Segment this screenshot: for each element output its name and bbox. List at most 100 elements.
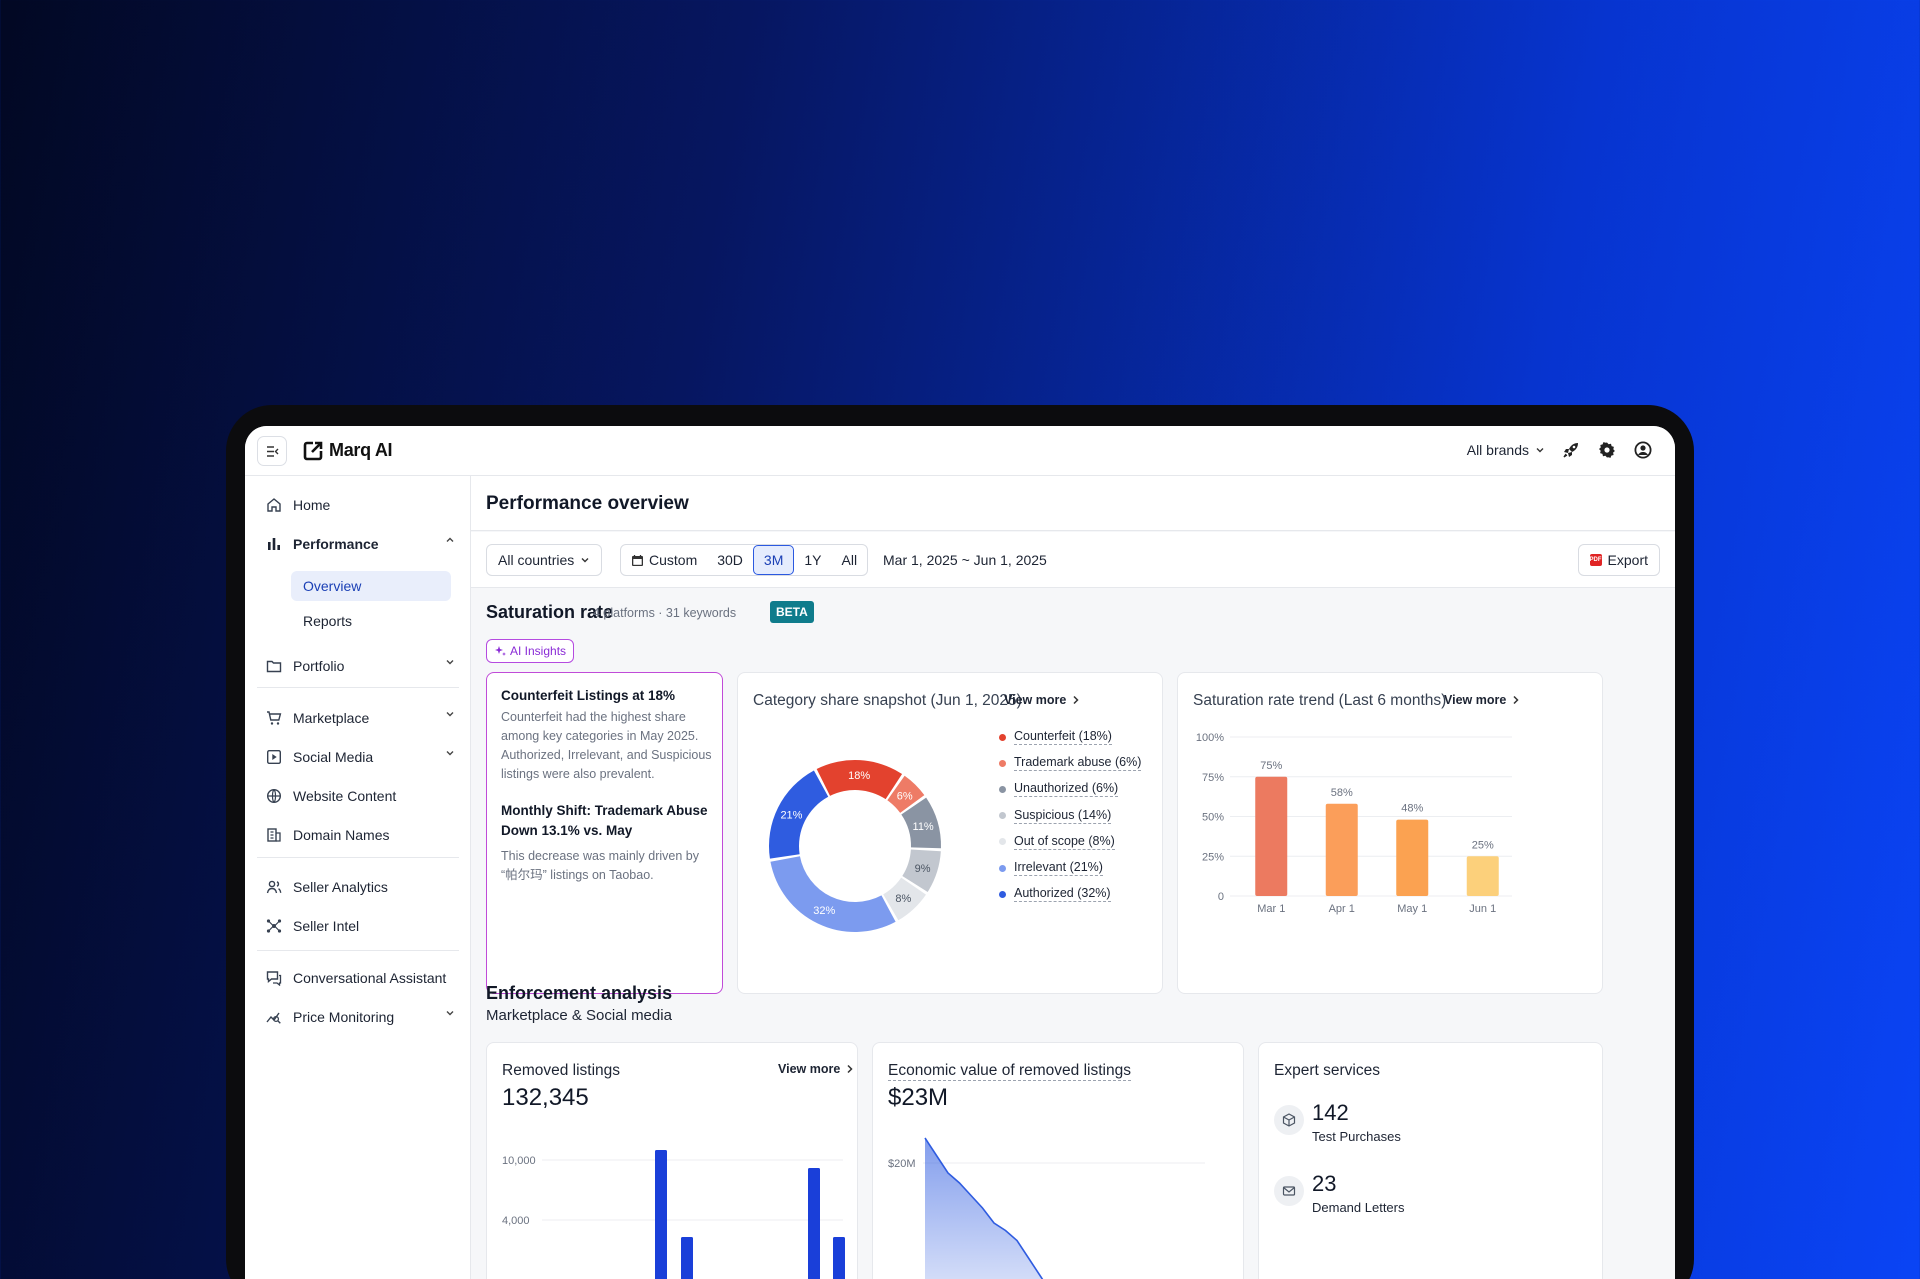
sidebar-item-domain-names[interactable]: Domain Names (265, 823, 455, 847)
saturation-title: Saturation rate (486, 602, 614, 622)
view-more-link[interactable]: View more (778, 1062, 854, 1076)
mail-icon-badge (1274, 1176, 1304, 1206)
date-range-text: Mar 1, 2025 ~ Jun 1, 2025 (883, 552, 1047, 568)
legend-item[interactable]: Irrelevant (21%) (999, 860, 1103, 876)
bar[interactable] (833, 1237, 845, 1279)
donut-slice-label: 32% (813, 905, 835, 917)
calendar-icon (632, 554, 643, 566)
bar[interactable] (681, 1237, 693, 1279)
sidebar-item-website-content[interactable]: Website Content (265, 784, 455, 808)
beta-badge: BETA (770, 601, 814, 623)
economic-value-card: Economic value of removed listings $23M … (872, 1042, 1244, 1279)
app-logo[interactable]: Marq AI (303, 440, 393, 461)
legend-item[interactable]: Counterfeit (18%) (999, 729, 1112, 745)
sidebar: Home Performance Overview Reports Portfo… (245, 476, 471, 1279)
chevron-right-icon (847, 1064, 853, 1074)
test-purchases-value: 142 (1312, 1100, 1349, 1125)
legend-dot-icon (999, 759, 1006, 767)
account-button[interactable] (1633, 440, 1653, 460)
bar[interactable] (655, 1150, 667, 1279)
range-30d-button[interactable]: 30D (707, 545, 753, 575)
export-button[interactable]: PDF Export (1577, 544, 1660, 576)
range-label: 30D (717, 552, 743, 568)
bar[interactable] (1255, 776, 1288, 896)
sidebar-item-seller-analytics[interactable]: Seller Analytics (265, 875, 455, 899)
donut-slice-label: 8% (895, 893, 911, 905)
donut-slice-label: 6% (897, 790, 913, 802)
settings-button[interactable] (1597, 440, 1617, 460)
home-icon (267, 498, 281, 512)
donut-slice[interactable] (816, 760, 903, 800)
legend-dot-icon (999, 890, 1006, 898)
donut-slice-label: 18% (848, 770, 870, 782)
y-tick-label: 75% (1202, 772, 1224, 784)
donut-slice[interactable] (901, 797, 941, 849)
donut-slice[interactable] (770, 856, 896, 932)
sidebar-item-reports[interactable]: Reports (291, 606, 451, 636)
sidebar-item-label: Portfolio (293, 658, 345, 674)
x-tick-label: Mar 1 (1257, 903, 1285, 915)
sidebar-item-home[interactable]: Home (265, 493, 455, 517)
bar[interactable] (1396, 819, 1429, 896)
range-3m-button[interactable]: 3M (752, 545, 795, 575)
view-more-label: View more (1004, 693, 1067, 707)
card-title: Category share snapshot (Jun 1, 2025) (753, 692, 1022, 709)
app-screen: Marq AI All brands Home Performanc (245, 426, 1675, 1279)
ai-insights-badge[interactable]: AI Insights (486, 639, 575, 663)
legend-item[interactable]: Trademark abuse (6%) (999, 755, 1142, 772)
sparkle-icon (495, 646, 506, 656)
sidebar-item-price-monitoring[interactable]: Price Monitoring (265, 1005, 455, 1029)
range-1y-button[interactable]: 1Y (794, 545, 831, 575)
play-square-icon (267, 750, 282, 765)
sidebar-item-label: Home (293, 497, 331, 513)
legend-label: Irrelevant (21%) (1014, 860, 1103, 876)
legend-label: Suspicious (14%) (1014, 807, 1112, 824)
bar[interactable] (808, 1168, 820, 1279)
collapse-sidebar-button[interactable] (257, 436, 287, 466)
area-fill (925, 1138, 1043, 1279)
range-custom-button[interactable]: Custom (621, 545, 707, 575)
chevron-down-icon (1536, 448, 1544, 453)
range-all-button[interactable]: All (832, 545, 868, 575)
brand-selector[interactable]: All brands (1467, 442, 1545, 458)
sidebar-item-portfolio[interactable]: Portfolio (265, 654, 455, 678)
view-more-link[interactable]: View more (1444, 693, 1520, 707)
saturation-trend-chart: 100% 75% 50% 25% 0 75% Mar 1 58% Apr 1 48% May 1 25… (1196, 732, 1512, 915)
bar[interactable] (1325, 803, 1358, 896)
sidebar-item-conversational-assistant[interactable]: Conversational Assistant (265, 966, 455, 990)
marq-logo-icon (303, 441, 323, 460)
countries-select[interactable]: All countries (486, 544, 603, 576)
donut-slice[interactable] (883, 877, 926, 921)
sidebar-item-performance[interactable]: Performance (265, 532, 455, 556)
sidebar-item-marketplace[interactable]: Marketplace (265, 706, 455, 730)
bar[interactable] (1466, 856, 1499, 896)
mail-icon (1282, 1186, 1296, 1196)
insight-title: Counterfeit Listings at 18% (501, 688, 676, 703)
saturation-trend-card: Saturation rate trend (Last 6 months) Vi… (1177, 672, 1603, 994)
package-icon-badge (1274, 1105, 1304, 1135)
legend-item[interactable]: Suspicious (14%) (999, 807, 1112, 824)
bar-value-label: 58% (1331, 787, 1353, 799)
area-line[interactable] (924, 1137, 1075, 1279)
globe-icon (266, 788, 282, 804)
sidebar-item-label: Price Monitoring (293, 1009, 395, 1025)
donut-slice[interactable] (769, 770, 829, 859)
donut-slice[interactable] (902, 849, 941, 892)
range-label: All (841, 552, 858, 568)
donut-slice[interactable] (887, 775, 925, 813)
legend-item[interactable]: Unauthorized (6%) (999, 781, 1119, 798)
sidebar-item-label: Seller Intel (293, 918, 360, 934)
legend-item[interactable]: Out of scope (8%) (999, 834, 1115, 850)
card-title: Saturation rate trend (Last 6 months) (1193, 692, 1447, 709)
sidebar-item-seller-intel[interactable]: Seller Intel (265, 914, 455, 938)
rocket-button[interactable] (1561, 440, 1581, 460)
sidebar-item-label: Overview (303, 578, 362, 594)
date-range-segment: Custom 30D 3M 1Y All (620, 544, 869, 576)
saturation-meta: 4 platforms · 31 keywords (593, 606, 737, 620)
y-tick-label: 10,000 (502, 1155, 536, 1167)
sidebar-item-social-media[interactable]: Social Media (265, 745, 455, 769)
view-more-link[interactable]: View more (1004, 693, 1080, 707)
legend-item[interactable]: Authorized (32%) (999, 886, 1111, 903)
category-share-card: Category share snapshot (Jun 1, 2025) Vi… (737, 672, 1163, 994)
sidebar-item-overview[interactable]: Overview (291, 571, 451, 601)
